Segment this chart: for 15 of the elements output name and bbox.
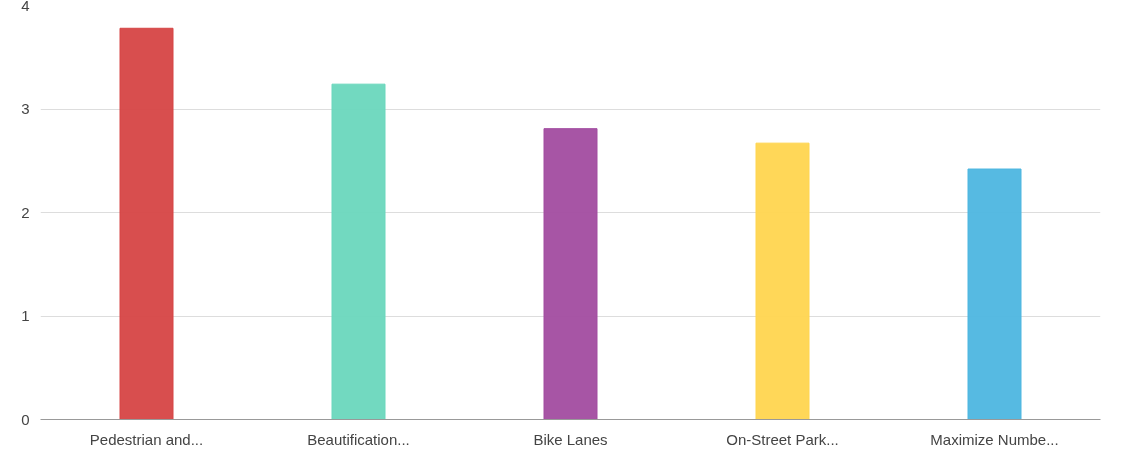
y-tick-label: 4 [21, 0, 30, 14]
x-tick-label: Bike Lanes [533, 430, 608, 448]
x-tick-label: On-Street Park... [726, 430, 839, 448]
y-tick-label: 3 [21, 100, 30, 117]
bar [755, 142, 810, 420]
x-tick-label: Maximize Numbe... [930, 430, 1059, 448]
x-tick-label: Pedestrian and... [89, 430, 204, 448]
y-tick-label: 1 [21, 307, 30, 324]
bar [119, 27, 174, 420]
y-tick-label: 0 [21, 410, 30, 428]
bar [967, 168, 1022, 420]
bar [331, 83, 386, 420]
y-tick-label: 2 [21, 203, 30, 221]
bar [543, 128, 598, 420]
x-tick-label: Beautification... [307, 430, 410, 448]
